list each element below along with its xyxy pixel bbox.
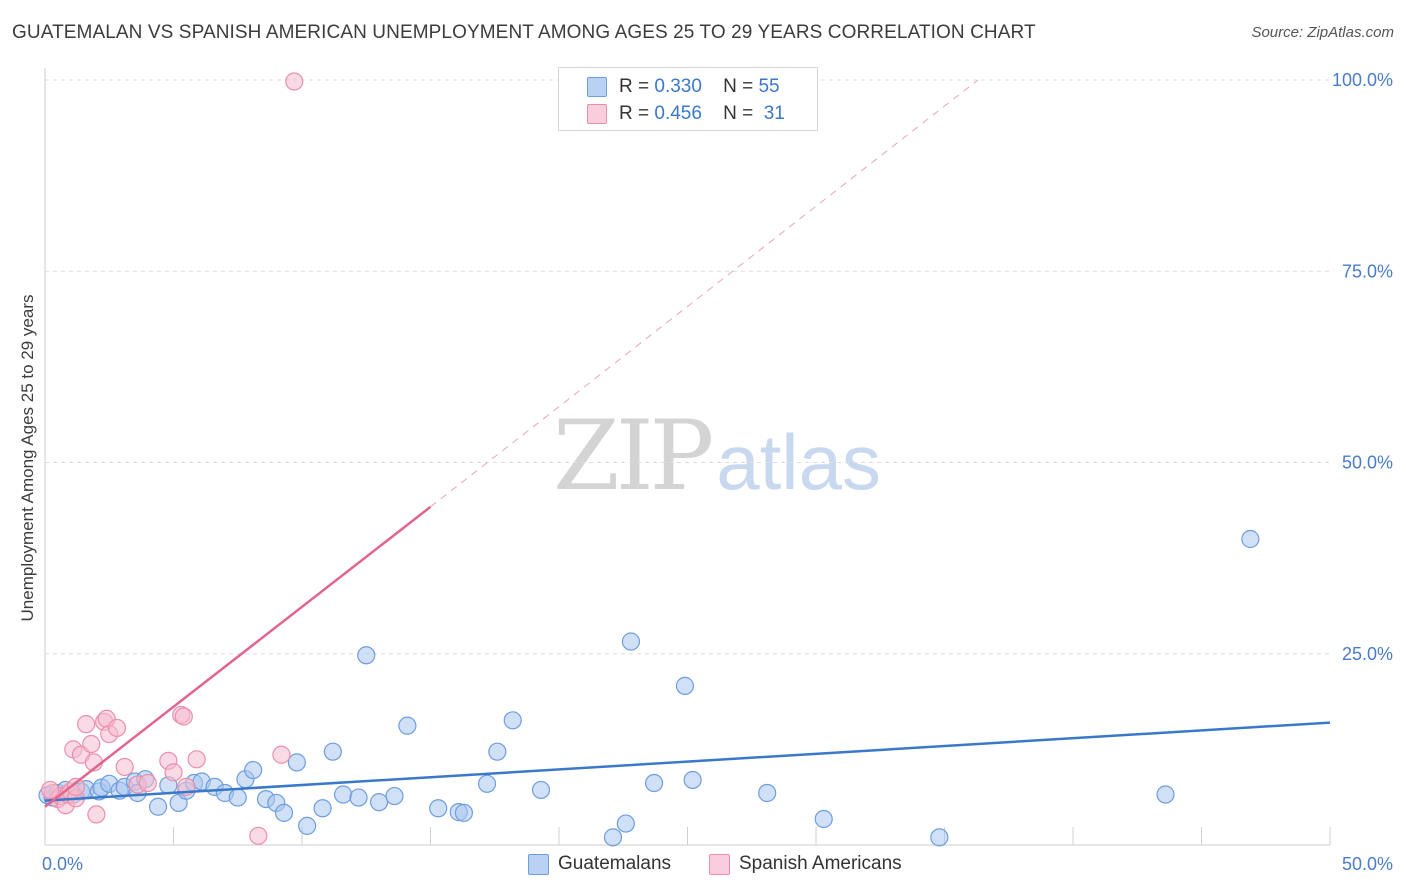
bottom-legend-swatch-pink bbox=[709, 854, 730, 875]
guatemalan-point bbox=[1241, 529, 1260, 549]
guatemalan-point bbox=[758, 783, 777, 803]
guatemalan-point bbox=[244, 760, 263, 780]
legend-n-label: N = bbox=[723, 76, 754, 97]
spanish-american-point bbox=[249, 826, 268, 845]
guatemalan-point bbox=[349, 788, 368, 807]
spanish-american-point bbox=[87, 805, 106, 824]
guatemalan-point bbox=[385, 786, 404, 806]
guatemalan-point bbox=[503, 711, 522, 730]
spanish-american-point bbox=[41, 780, 60, 800]
guatemalan-point bbox=[616, 814, 635, 833]
guatemalan-point bbox=[531, 780, 551, 800]
guatemalan-point bbox=[675, 676, 695, 695]
guatemalan-point bbox=[477, 774, 497, 793]
guatemalan-point bbox=[488, 742, 507, 761]
y-tick-label: 75.0% bbox=[1342, 261, 1393, 281]
spanish-american-point bbox=[82, 734, 101, 754]
guatemalan-point bbox=[429, 799, 448, 818]
bottom-legend-swatch-blue bbox=[528, 854, 549, 875]
spanish-american-point bbox=[174, 707, 193, 726]
chart-source: Source: ZipAtlas.com bbox=[1251, 24, 1394, 41]
guatemalan-point bbox=[621, 632, 641, 651]
spanish-american-point bbox=[272, 745, 291, 764]
legend-r-label: R = bbox=[619, 103, 650, 124]
guatemalan-point bbox=[357, 646, 376, 665]
bottom-legend-label: Spanish Americans bbox=[739, 853, 902, 874]
correlation-legend: R = 0.330 N = 55 R = 0.456 N = 31 bbox=[558, 67, 818, 131]
guatemalan-point bbox=[930, 828, 949, 847]
spanish-american-point bbox=[107, 718, 127, 738]
spanish-american-point bbox=[285, 72, 304, 91]
bottom-legend-label: Guatemalans bbox=[558, 853, 672, 874]
y-tick-label: 100.0% bbox=[1332, 70, 1393, 90]
x-tick-label: 0.0% bbox=[42, 854, 83, 874]
guatemalan-point bbox=[454, 803, 474, 822]
legend-r-label: R = bbox=[619, 76, 650, 97]
legend-swatch-pink bbox=[587, 104, 607, 124]
guatemalan-point bbox=[148, 797, 168, 816]
legend-n-value: 31 bbox=[763, 103, 785, 124]
y-tick-label: 25.0% bbox=[1342, 644, 1393, 664]
spanish-american-trendline bbox=[44, 505, 432, 808]
guatemalan-point bbox=[683, 770, 702, 790]
guatemalan-point bbox=[1156, 785, 1175, 804]
legend-r-value: 0.456 bbox=[654, 103, 702, 124]
guatemalan-point bbox=[287, 753, 306, 772]
y-tick-label: 50.0% bbox=[1342, 453, 1393, 473]
guatemalan-point bbox=[603, 828, 623, 847]
spanish-american-point bbox=[77, 715, 96, 734]
legend-swatch-blue bbox=[587, 77, 607, 97]
guatemalan-point bbox=[334, 785, 353, 804]
guatemalan-point bbox=[323, 742, 342, 761]
legend-r-value: 0.330 bbox=[654, 76, 702, 97]
guatemalan-trendline bbox=[44, 721, 1331, 802]
guatemalan-point bbox=[398, 716, 417, 735]
legend-n-label: N = bbox=[723, 103, 754, 124]
guatemalan-point bbox=[274, 803, 294, 822]
spanish-american-point bbox=[164, 763, 183, 782]
guatemalan-point bbox=[298, 816, 317, 835]
spanish-american-point bbox=[187, 750, 206, 769]
spanish-american-trendline-extension bbox=[430, 79, 979, 508]
spanish-american-point bbox=[115, 757, 134, 777]
chart-title: GUATEMALAN VS SPANISH AMERICAN UNEMPLOYM… bbox=[12, 22, 1036, 43]
spanish-american-point bbox=[138, 773, 157, 793]
guatemalan-point bbox=[228, 788, 247, 807]
guatemalan-point bbox=[814, 809, 833, 829]
guatemalan-point bbox=[644, 773, 664, 793]
legend-n-value: 55 bbox=[758, 76, 780, 97]
guatemalan-point bbox=[370, 793, 389, 812]
spanish-american-point bbox=[66, 777, 85, 796]
guatemalan-point bbox=[313, 799, 332, 818]
x-tick-label: 50.0% bbox=[1342, 854, 1393, 874]
